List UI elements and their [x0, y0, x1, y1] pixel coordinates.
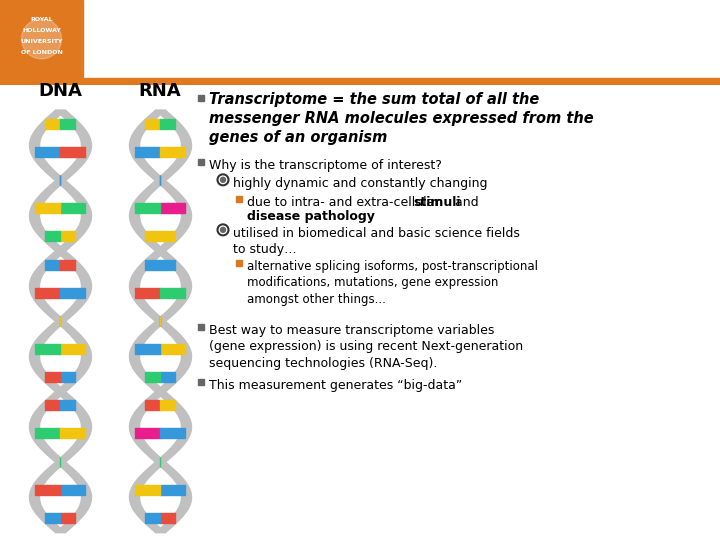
Bar — [198, 95, 204, 100]
Circle shape — [22, 19, 61, 59]
Circle shape — [220, 227, 225, 232]
Text: utilised in biomedical and basic science fields
to study…: utilised in biomedical and basic science… — [233, 227, 520, 256]
Bar — [236, 260, 242, 266]
Bar — [236, 196, 242, 201]
Circle shape — [220, 177, 225, 183]
Text: DNA: DNA — [38, 82, 82, 100]
Text: alternative splicing isoforms, post-transcriptional
modifications, mutations, ge: alternative splicing isoforms, post-tran… — [247, 260, 538, 306]
Text: HOLLOWAY: HOLLOWAY — [22, 28, 61, 33]
Text: OF LONDON: OF LONDON — [21, 50, 63, 55]
Text: RNA: RNA — [139, 82, 181, 100]
Bar — [198, 159, 204, 165]
Text: This measurement generates “big-data”: This measurement generates “big-data” — [209, 379, 462, 392]
Text: and: and — [451, 196, 479, 209]
Bar — [0, 0, 83, 85]
Text: Best way to measure transcriptome variables
(gene expression) is using recent Ne: Best way to measure transcriptome variab… — [209, 324, 523, 370]
Text: stimuli: stimuli — [414, 196, 461, 209]
Bar — [198, 324, 204, 329]
Text: ROYAL: ROYAL — [30, 17, 53, 22]
Text: Why is the transcriptome of interest?: Why is the transcriptome of interest? — [209, 159, 442, 172]
Bar — [0, 78, 720, 85]
Text: UNIVERSITY: UNIVERSITY — [20, 39, 63, 44]
Text: Introduction to Transcriptomics: Introduction to Transcriptomics — [95, 26, 506, 52]
Bar — [198, 379, 204, 384]
Text: due to intra- and extra-cellular: due to intra- and extra-cellular — [247, 196, 444, 209]
Text: highly dynamic and constantly changing: highly dynamic and constantly changing — [233, 177, 487, 190]
Text: disease pathology: disease pathology — [247, 210, 375, 223]
Text: Transcriptome = the sum total of all the
messenger RNA molecules expressed from : Transcriptome = the sum total of all the… — [209, 92, 593, 145]
